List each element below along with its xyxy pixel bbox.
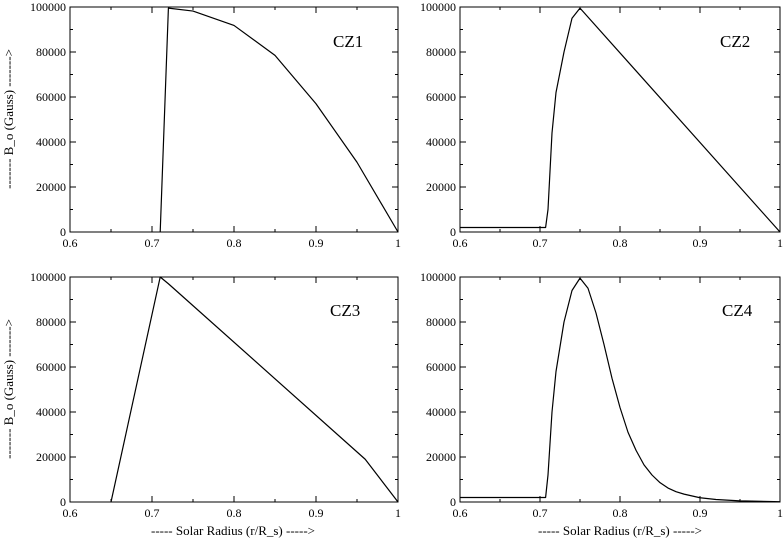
- y-tick-label: 0: [60, 225, 66, 239]
- panel-title-cz3: CZ3: [330, 301, 360, 320]
- y-tick-label: 20000: [36, 180, 66, 194]
- x-tick-label: 0.7: [533, 506, 548, 520]
- x-tick-label: 0.6: [453, 506, 468, 520]
- y-tick-label: 80000: [36, 45, 66, 59]
- x-tick-label: 1: [395, 236, 401, 250]
- y-tick-label: 60000: [426, 90, 456, 104]
- x-axis-label-bottom-right: ----- Solar Radius (r/R_s) ----->: [538, 523, 702, 538]
- y-tick-label: 20000: [36, 450, 66, 464]
- x-tick-label: 0.6: [63, 506, 78, 520]
- x-axis-label-bottom-left: ----- Solar Radius (r/R_s) ----->: [151, 523, 315, 538]
- x-tick-label: 1: [777, 236, 783, 250]
- x-tick-label: 0.7: [145, 506, 160, 520]
- y-tick-label: 100000: [420, 270, 456, 284]
- x-tick-label: 0.7: [145, 236, 160, 250]
- y-tick-label: 40000: [36, 135, 66, 149]
- y-tick-label: 100000: [30, 0, 66, 14]
- panel-title-cz2: CZ2: [720, 32, 750, 51]
- y-tick-label: 0: [450, 225, 456, 239]
- y-axis-label-bottom-left: ------- B_o (Gauss) ------->: [1, 319, 16, 459]
- panel-cz1: 0.6 0.7 0.8 0.9 1 0 20000 40000 60000 80000 100000: [30, 0, 401, 250]
- x-tick-label: 0.8: [227, 236, 242, 250]
- x-tick-label: 0.9: [693, 236, 708, 250]
- panel-title-cz1: CZ1: [333, 32, 363, 51]
- y-axis-label-top-left: ------- B_o (Gauss) ------->: [1, 49, 16, 189]
- x-tick-label: 1: [777, 506, 783, 520]
- panel-cz2: 0.6 0.7 0.8 0.9 1 0 20000 40000 60000 80000 100000: [420, 0, 783, 250]
- y-tick-label: 60000: [36, 90, 66, 104]
- x-tick-label: 0.9: [693, 506, 708, 520]
- y-tick-label: 80000: [426, 45, 456, 59]
- series-line: [110, 276, 399, 503]
- y-tick-label: 40000: [426, 135, 456, 149]
- panels: 0.6 0.7 0.8 0.9 1 0 20000 40000 60000 80000 100000…: [30, 0, 783, 520]
- x-tick-label: 0.9: [309, 236, 324, 250]
- y-tick-label: 100000: [30, 270, 66, 284]
- x-tick-label: 0.6: [63, 236, 78, 250]
- x-tick-label: 0.9: [309, 506, 324, 520]
- y-tick-label: 0: [60, 495, 66, 509]
- x-tick-label: 0.8: [227, 506, 242, 520]
- panel-title-cz4: CZ4: [722, 301, 753, 320]
- series-line: [460, 277, 781, 503]
- x-tick-label: 0.7: [533, 236, 548, 250]
- y-tick-label: 40000: [426, 405, 456, 419]
- y-tick-label: 0: [450, 495, 456, 509]
- y-tick-label: 20000: [426, 180, 456, 194]
- x-tick-label: 1: [395, 506, 401, 520]
- x-tick-label: 0.6: [453, 236, 468, 250]
- y-tick-label: 40000: [36, 405, 66, 419]
- series-line: [159, 7, 399, 233]
- y-tick-label: 20000: [426, 450, 456, 464]
- x-tick-label: 0.8: [613, 506, 628, 520]
- y-tick-label: 100000: [420, 0, 456, 14]
- y-tick-label: 60000: [36, 360, 66, 374]
- panel-cz3: 0.6 0.7 0.8 0.9 1 0 20000 40000 60000 80000 100000: [30, 270, 401, 520]
- y-tick-label: 80000: [426, 315, 456, 329]
- y-tick-label: 80000: [36, 315, 66, 329]
- y-tick-label: 60000: [426, 360, 456, 374]
- panel-cz4: 0.6 0.7 0.8 0.9 1 0 20000 40000 60000 80000 100000: [420, 270, 783, 520]
- series-line: [460, 7, 781, 233]
- x-tick-label: 0.8: [613, 236, 628, 250]
